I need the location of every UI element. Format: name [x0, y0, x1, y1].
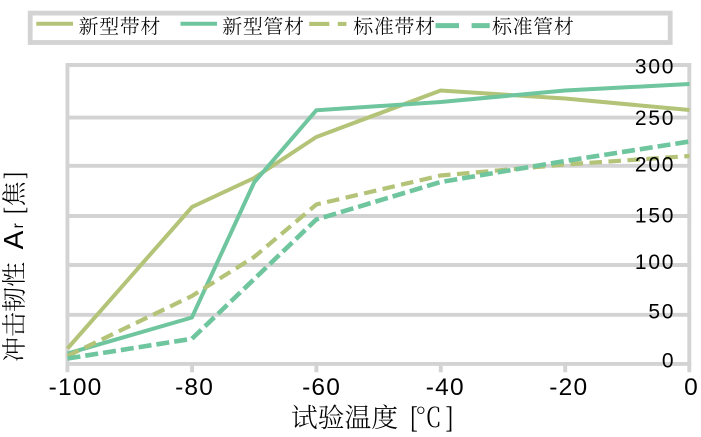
svg-text:100: 100	[635, 251, 675, 274]
svg-text:0: 0	[662, 350, 675, 373]
svg-text:150: 150	[635, 204, 675, 227]
svg-text:200: 200	[635, 154, 675, 177]
svg-text:r: r	[10, 223, 27, 228]
svg-text:300: 300	[635, 56, 675, 79]
svg-text:50: 50	[648, 301, 675, 324]
svg-text:-100: -100	[49, 374, 103, 401]
svg-text:-20: -20	[549, 374, 588, 401]
svg-text:0: 0	[684, 374, 699, 401]
svg-text:-40: -40	[426, 374, 465, 401]
svg-text:A: A	[0, 230, 29, 249]
svg-text:-60: -60	[302, 374, 341, 401]
svg-text:250: 250	[635, 107, 675, 130]
svg-text:-80: -80	[175, 374, 214, 401]
